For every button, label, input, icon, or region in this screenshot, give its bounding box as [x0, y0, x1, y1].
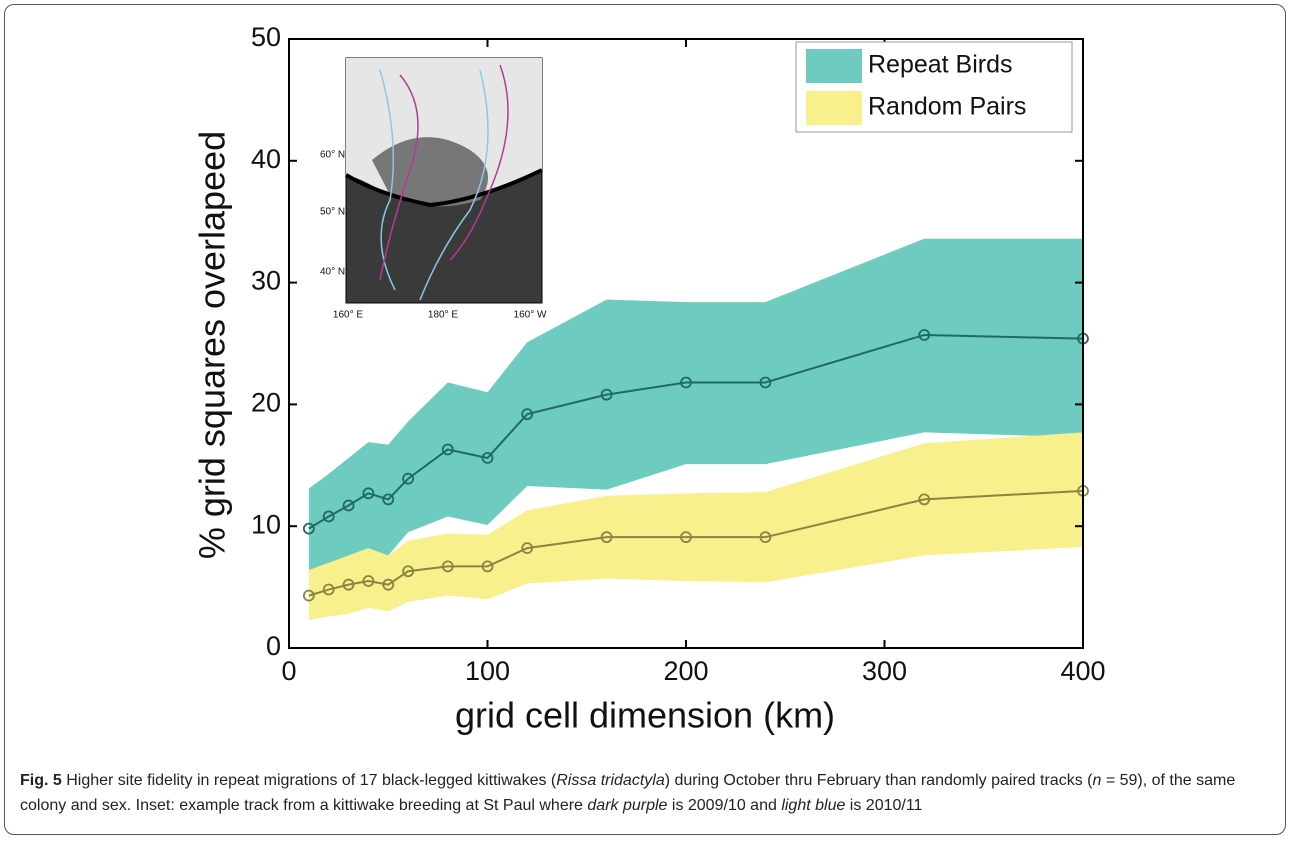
caption: Fig. 5 Higher site fidelity in repeat mi… [20, 768, 1270, 818]
caption-text: Rissa tridactyla [556, 772, 664, 789]
frame [4, 4, 1286, 835]
caption-text: ) during October thru February than rand… [665, 772, 1093, 789]
caption-text: is 2010/11 [845, 797, 922, 814]
caption-text: Higher site fidelity in repeat migration… [62, 772, 556, 789]
caption-text: is 2009/10 and [667, 797, 781, 814]
page: 010203040500100200300400Repeat BirdsRand… [0, 0, 1292, 841]
caption-text: light blue [781, 797, 845, 814]
caption-label: Fig. 5 [20, 772, 62, 789]
caption-text: dark purple [587, 797, 667, 814]
